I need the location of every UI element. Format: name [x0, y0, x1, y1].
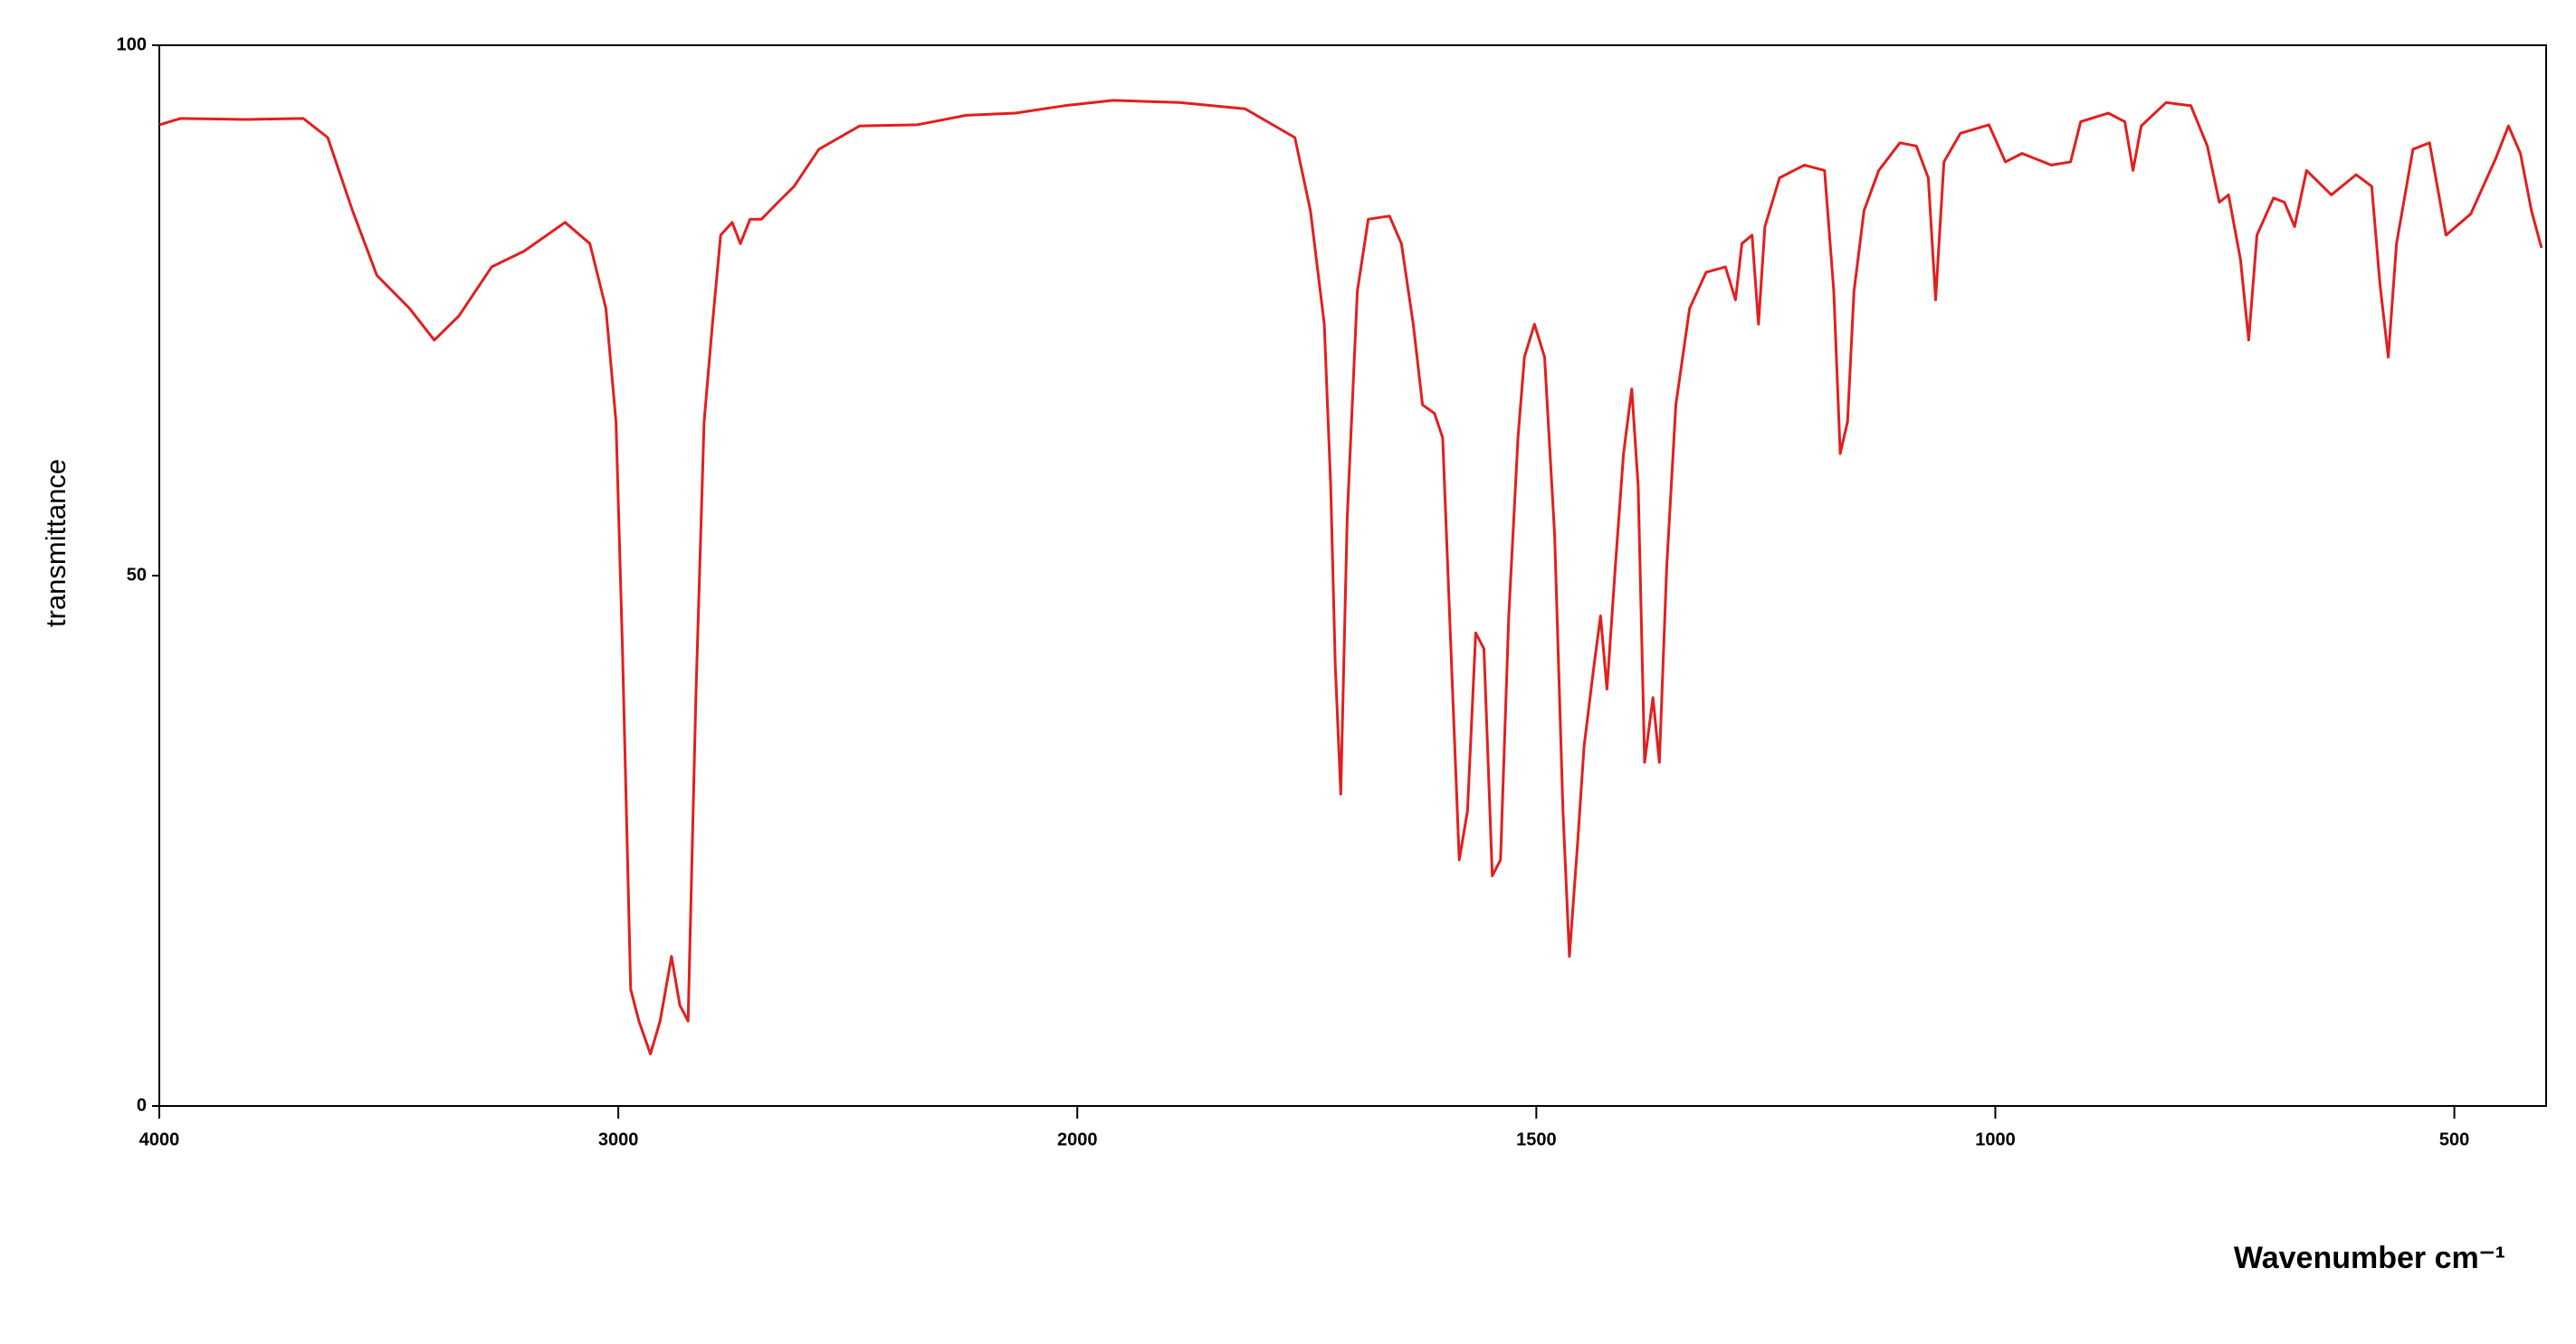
y-tick-label: 100 [117, 34, 147, 54]
x-tick-label: 500 [2439, 1130, 2469, 1149]
x-tick-label: 2000 [1057, 1130, 1098, 1149]
y-tick-label: 0 [137, 1095, 147, 1115]
y-axis-label: transmittance [40, 459, 72, 627]
x-tick-label: 1000 [1975, 1130, 2016, 1149]
plot-frame [158, 44, 2547, 1107]
x-tick-label: 3000 [598, 1130, 639, 1149]
spectrum-line [158, 99, 2543, 1056]
x-tick-label: 1500 [1516, 1130, 1557, 1149]
x-tick-label: 4000 [139, 1130, 180, 1149]
x-axis-label: Wavenumber cm⁻¹ [2234, 1241, 2505, 1275]
y-tick-label: 50 [127, 565, 147, 585]
